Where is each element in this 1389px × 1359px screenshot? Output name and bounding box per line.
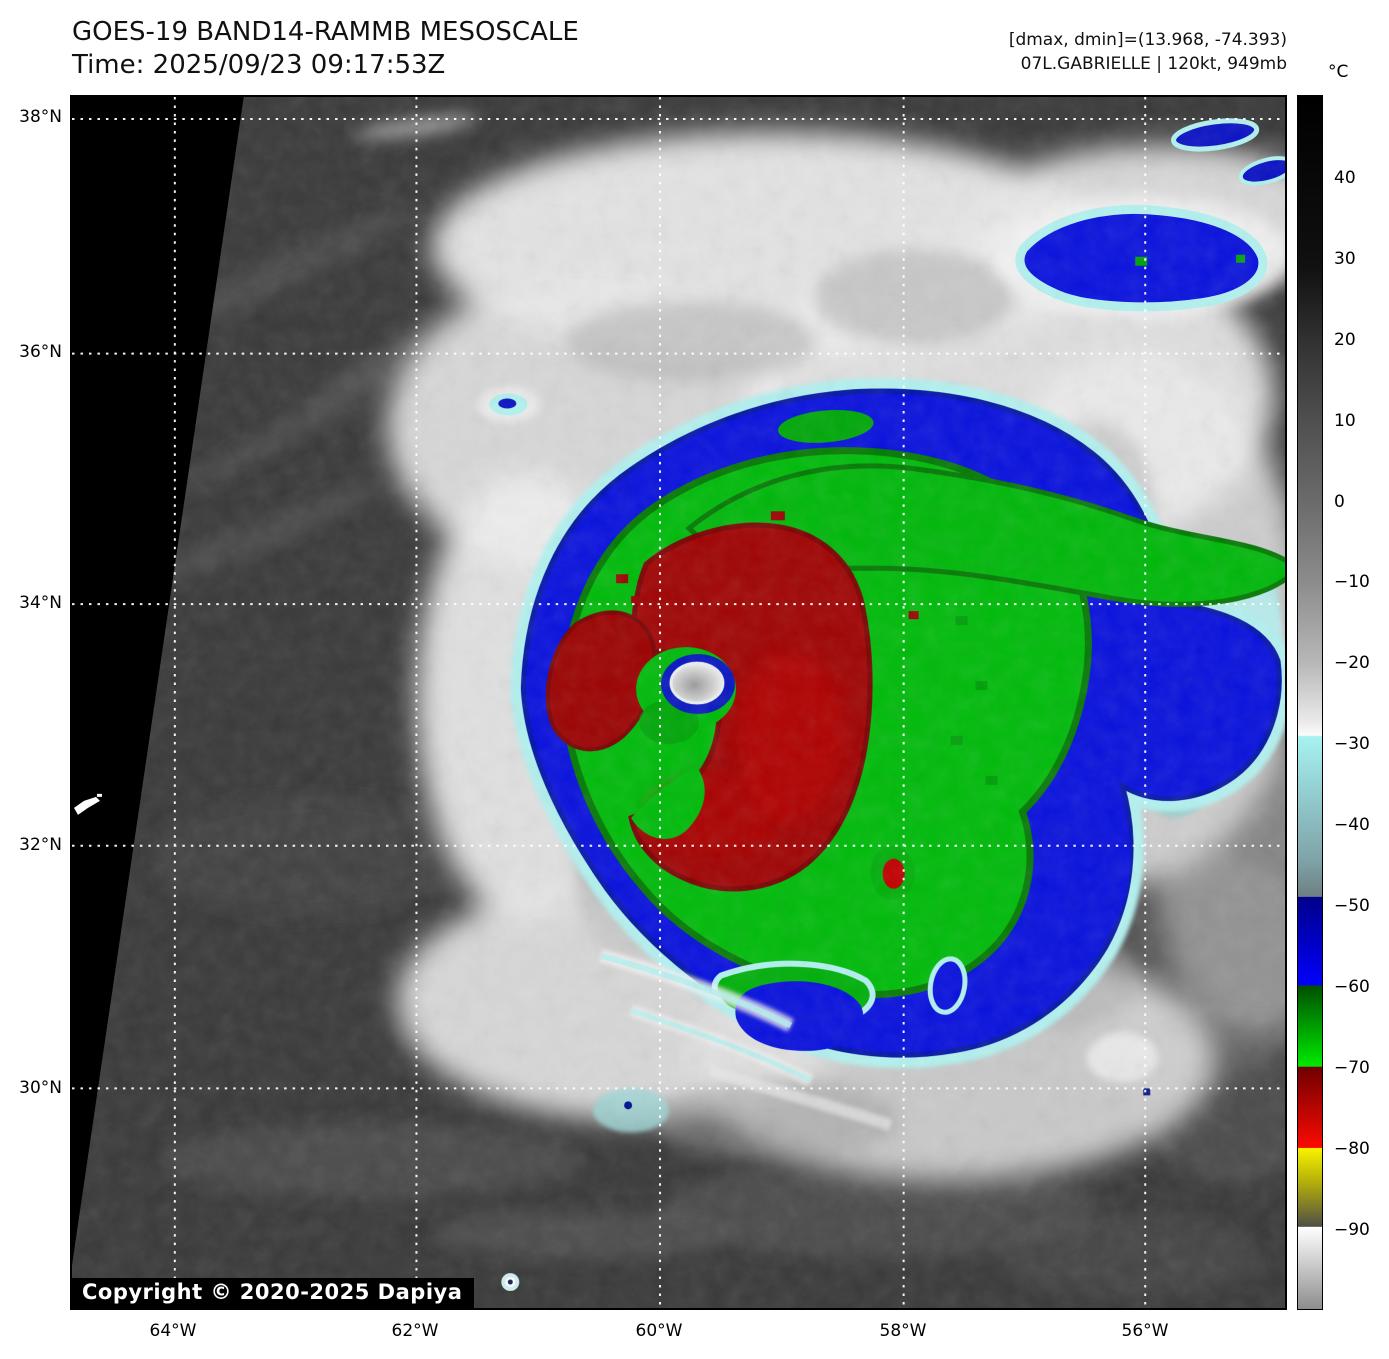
- temperature-colorbar: [1297, 95, 1323, 1310]
- lon-label-4: 56°W: [1121, 1321, 1169, 1341]
- lat-label-2: 34°N: [19, 593, 62, 613]
- storm-intensity-readout: 07L.GABRIELLE | 120kt, 949mb: [1020, 54, 1287, 74]
- colorbar-unit-label: °C: [1328, 62, 1349, 82]
- lat-label-1: 36°N: [19, 342, 62, 362]
- timestamp: Time: 2025/09/23 09:17:53Z: [72, 50, 446, 80]
- info-block: [dmax, dmin]=(13.968, -74.393) 07L.GABRI…: [1009, 28, 1287, 76]
- colorbar-tick-0: 40: [1334, 168, 1356, 188]
- satellite-map: [70, 95, 1287, 1310]
- lon-label-1: 62°W: [391, 1321, 439, 1341]
- colorbar-tick-8: −40: [1334, 815, 1370, 835]
- colorbar-tick-4: 0: [1334, 492, 1345, 512]
- colorbar-tick-2: 20: [1334, 330, 1356, 350]
- dmax-dmin-readout: [dmax, dmin]=(13.968, -74.393): [1008, 30, 1287, 50]
- copyright-badge: Copyright © 2020-2025 Dapiya: [72, 1278, 475, 1308]
- bermuda-island: [73, 793, 102, 815]
- colorbar-tick-5: −10: [1334, 572, 1370, 592]
- colorbar-tick-11: −70: [1334, 1058, 1370, 1078]
- lon-label-0: 64°W: [149, 1321, 197, 1341]
- colorbar-tick-10: −60: [1334, 977, 1370, 997]
- satellite-image: [72, 97, 1285, 1308]
- lat-label-4: 30°N: [19, 1078, 62, 1098]
- colorbar-tick-9: −50: [1334, 896, 1370, 916]
- title-block: GOES-19 BAND14-RAMMB MESOSCALE Time: 202…: [72, 16, 579, 82]
- colorbar-tick-3: 10: [1334, 411, 1356, 431]
- colorbar-tick-12: −80: [1334, 1139, 1370, 1159]
- colorbar-tick-1: 30: [1334, 249, 1356, 269]
- lon-label-2: 60°W: [635, 1321, 683, 1341]
- colorbar-tick-13: −90: [1334, 1220, 1370, 1240]
- colorbar-tick-6: −20: [1334, 653, 1370, 673]
- image-grain: [72, 97, 1285, 1308]
- lat-label-0: 38°N: [19, 107, 62, 127]
- product-title: GOES-19 BAND14-RAMMB MESOSCALE: [72, 17, 579, 47]
- lat-label-3: 32°N: [19, 835, 62, 855]
- latlon-gridlines: [72, 97, 1285, 1308]
- colorbar-tick-7: −30: [1334, 734, 1370, 754]
- lon-label-3: 58°W: [879, 1321, 927, 1341]
